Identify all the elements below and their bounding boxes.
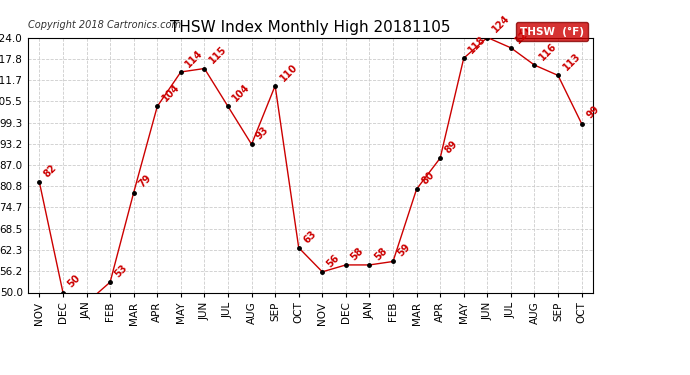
Text: 58: 58 — [372, 246, 389, 262]
Text: 116: 116 — [538, 41, 559, 62]
Text: 99: 99 — [584, 104, 601, 121]
Text: 47: 47 — [0, 374, 1, 375]
Text: 82: 82 — [42, 163, 59, 180]
Text: 56: 56 — [325, 252, 342, 269]
Text: 115: 115 — [207, 44, 228, 66]
Text: 110: 110 — [278, 62, 299, 83]
Text: 104: 104 — [230, 82, 252, 104]
Text: 63: 63 — [302, 228, 318, 245]
Text: 53: 53 — [113, 263, 130, 279]
Title: THSW Index Monthly High 20181105: THSW Index Monthly High 20181105 — [170, 20, 451, 35]
Text: Copyright 2018 Cartronics.com: Copyright 2018 Cartronics.com — [28, 20, 181, 30]
Text: 59: 59 — [396, 242, 413, 259]
Text: 104: 104 — [160, 82, 181, 104]
Text: 114: 114 — [184, 48, 205, 69]
Legend: THSW  (°F): THSW (°F) — [516, 22, 588, 41]
Text: 80: 80 — [420, 170, 436, 186]
Text: 50: 50 — [66, 273, 82, 290]
Text: 79: 79 — [137, 173, 153, 190]
Text: 124: 124 — [490, 13, 511, 35]
Text: 89: 89 — [443, 139, 460, 155]
Text: 58: 58 — [348, 246, 365, 262]
Text: 113: 113 — [561, 51, 582, 73]
Text: 93: 93 — [255, 125, 271, 141]
Text: 121: 121 — [513, 24, 535, 45]
Text: 118: 118 — [466, 34, 488, 56]
